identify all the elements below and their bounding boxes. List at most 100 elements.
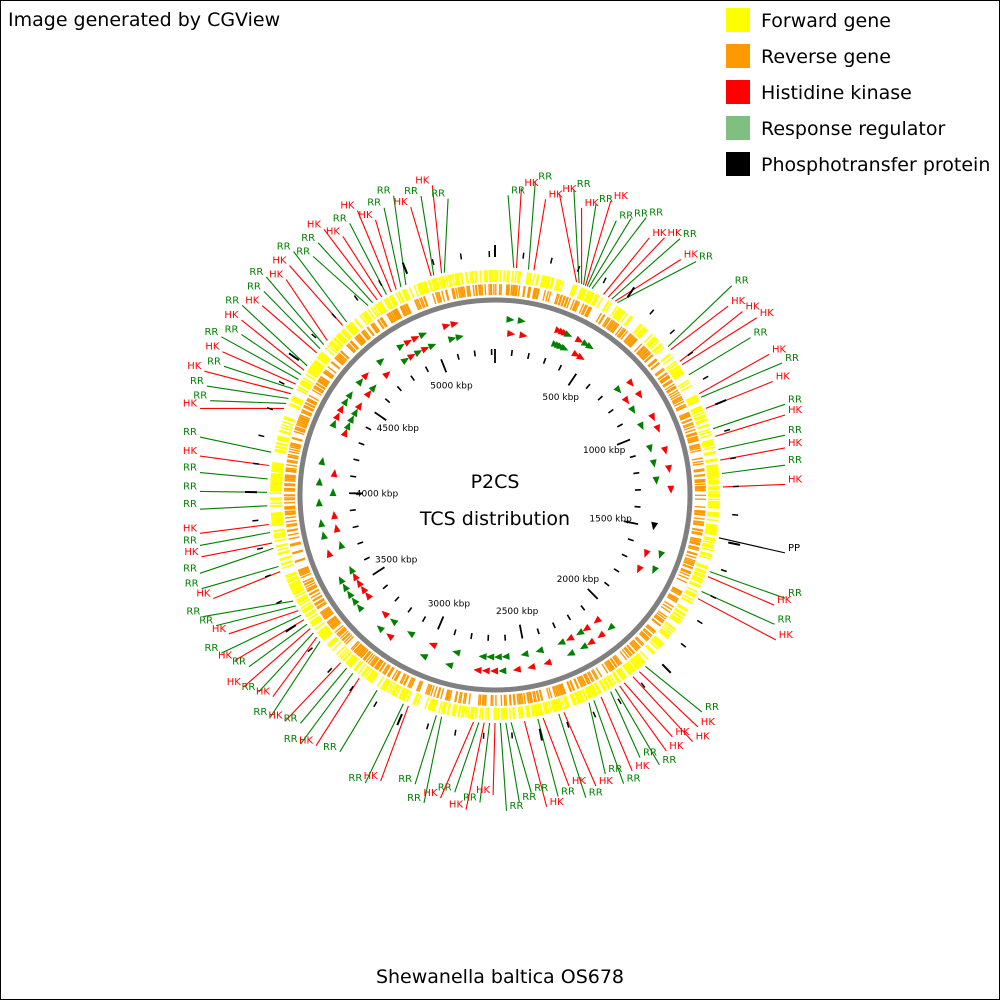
- scale-label: 1500 kbp: [589, 515, 632, 525]
- outer-scale-tick: [252, 462, 260, 465]
- tcs-arrow-hk: [634, 390, 643, 399]
- leader-line-hk: [533, 199, 547, 271]
- leader-line-rr: [223, 365, 294, 390]
- leader-line-rr: [199, 472, 268, 480]
- leader-line-rr: [203, 600, 294, 618]
- feature-label-rr: RR: [249, 267, 263, 278]
- leader-line-hk: [204, 370, 291, 395]
- scale-label: 4000 kbp: [356, 490, 399, 500]
- leader-line-hk: [623, 682, 673, 738]
- leader-line-rr: [591, 217, 647, 290]
- tcs-arrow-rr: [455, 334, 464, 342]
- leader-line-rr: [507, 195, 515, 268]
- tcs-arrow-rr: [520, 650, 529, 657]
- feature-label-rr: RR: [398, 774, 412, 785]
- leader-line-rr: [505, 722, 520, 803]
- feature-label-hk: HK: [256, 687, 271, 698]
- feature-label-rr: RR: [232, 657, 246, 668]
- legend-item-forward-gene: Forward gene: [726, 8, 990, 44]
- feature-label-rr: RR: [348, 773, 362, 784]
- feature-label-hk: HK: [423, 788, 438, 799]
- feature-label-rr: RR: [431, 189, 445, 200]
- tcs-arrow-rr: [356, 604, 365, 613]
- minor-scale-tick: [453, 629, 457, 636]
- leader-line-rr: [573, 188, 580, 284]
- leader-line-rr: [248, 623, 308, 668]
- feature-label-rr: RR: [627, 774, 641, 785]
- major-scale-tick: [518, 624, 524, 639]
- tcs-arrow-hk: [490, 667, 498, 675]
- leader-line-rr: [215, 605, 296, 627]
- minor-scale-tick: [613, 568, 620, 573]
- leader-line-rr: [479, 722, 491, 803]
- tcs-arrow-rr: [376, 625, 385, 634]
- tcs-arrow-rr: [649, 459, 657, 468]
- feature-label-hk: HK: [562, 184, 577, 195]
- feature-label-rr: RR: [247, 281, 261, 292]
- leader-line-hk: [707, 576, 775, 606]
- legend: Forward gene Reverse gene Histidine kina…: [726, 8, 990, 188]
- outer-scale-tick: [258, 434, 265, 438]
- feature-label-rr: RR: [634, 209, 648, 220]
- tcs-arrow-rr: [585, 342, 594, 350]
- feature-label-rr: RR: [778, 614, 792, 625]
- minor-scale-tick: [410, 375, 415, 382]
- leader-line-rr: [721, 464, 786, 475]
- minor-scale-tick: [473, 350, 477, 357]
- tcs-arrow-rr: [447, 336, 457, 344]
- leader-line-rr: [423, 716, 443, 804]
- feature-label-hk: HK: [585, 198, 600, 209]
- tcs-arrow-hk: [331, 511, 339, 520]
- tcs-arrow-hk: [420, 346, 430, 354]
- scale-label: 4500 kbp: [377, 424, 420, 434]
- leader-line-rr: [586, 220, 617, 287]
- tcs-arrow-hk: [660, 446, 668, 455]
- generator-credit: Image generated by CGView: [8, 9, 281, 31]
- outer-scale-tick: [669, 329, 676, 335]
- scale-label: 500 kbp: [542, 393, 579, 403]
- leader-line-rr: [510, 722, 532, 793]
- tcs-arrow-hk: [626, 378, 634, 387]
- tcs-arrow-rr: [318, 457, 325, 466]
- feature-label-hk: HK: [183, 398, 198, 409]
- tcs-arrow-rr: [559, 343, 569, 351]
- leader-line-rr: [241, 304, 308, 367]
- feature-label-hk: HK: [779, 630, 794, 641]
- leader-line-hk: [584, 200, 612, 286]
- leader-line-rr: [269, 640, 321, 718]
- feature-label-rr: RR: [608, 764, 622, 775]
- minor-scale-tick: [603, 581, 610, 587]
- leader-line-rr: [241, 334, 302, 376]
- feature-label-hk: HK: [212, 624, 227, 635]
- outer-scale-tick: [640, 682, 646, 689]
- tcs-arrow-hk: [587, 637, 596, 646]
- minor-scale-tick: [621, 553, 628, 558]
- legend-label: Forward gene: [761, 10, 891, 32]
- minor-scale-tick: [597, 395, 603, 401]
- minor-scale-tick: [585, 383, 591, 390]
- leader-line-rr: [317, 242, 374, 304]
- legend-label: Response regulator: [761, 118, 946, 140]
- leader-line-hk: [323, 228, 378, 301]
- minor-scale-tick: [633, 471, 640, 475]
- feature-label-hk: HK: [358, 210, 373, 221]
- leader-line-rr: [420, 195, 435, 276]
- feature-label-rr: RR: [225, 295, 239, 306]
- outer-scale-tick: [710, 595, 717, 599]
- outer-scale-tick: [649, 309, 655, 315]
- tcs-arrow-hk: [330, 469, 338, 478]
- feature-label-rr: RR: [699, 252, 713, 263]
- feature-label-hk: HK: [205, 342, 220, 353]
- feature-label-rr: RR: [183, 463, 197, 474]
- feature-label-rr: RR: [510, 801, 524, 812]
- tcs-arrow-rr: [342, 583, 350, 593]
- tcs-arrow-rr: [645, 444, 653, 453]
- leader-line-rr: [499, 722, 508, 811]
- feature-label-hk: HK: [731, 296, 746, 307]
- tcs-arrow-rr: [607, 622, 616, 631]
- tcs-arrow-hk: [512, 665, 522, 673]
- feature-label-rr: RR: [643, 748, 657, 759]
- tcs-arrow-hk: [667, 485, 675, 494]
- minor-scale-tick: [510, 349, 513, 357]
- tcs-arrow-rr: [338, 541, 346, 550]
